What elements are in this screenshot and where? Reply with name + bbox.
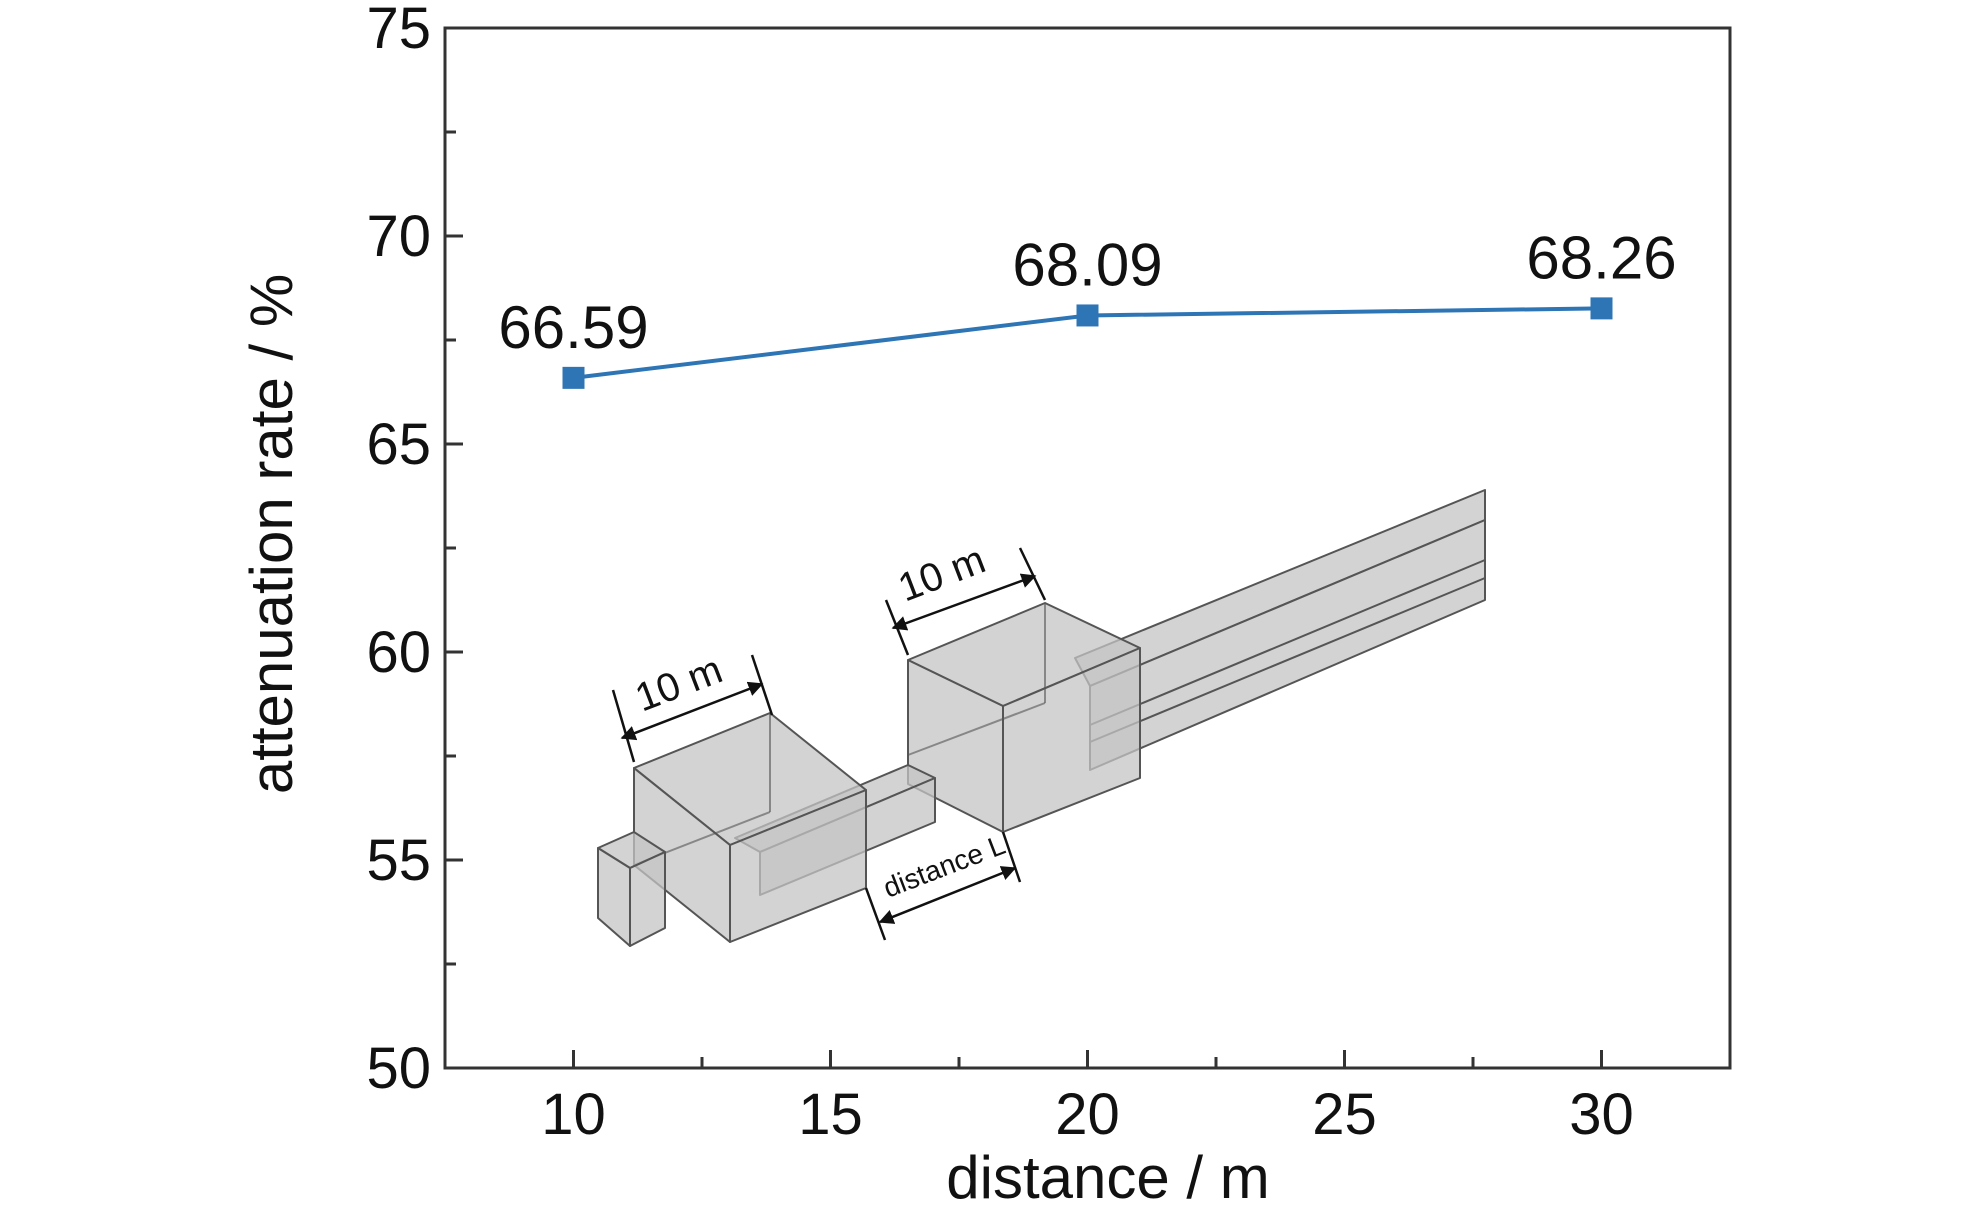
y-tick-label: 65	[366, 412, 431, 477]
inset-dimensions	[611, 547, 1047, 941]
y-tick-label: 70	[366, 204, 431, 269]
y-tick-label: 50	[366, 1036, 431, 1101]
x-tick-label: 10	[541, 1082, 606, 1147]
dim2-arrow	[891, 573, 1037, 631]
x-tick-label: 25	[1312, 1082, 1377, 1147]
series: 66.59 68.09 68.26	[498, 224, 1677, 389]
chamber2-hidden-edge-2	[907, 702, 1046, 756]
data-point-marker	[1076, 304, 1099, 327]
data-label: 66.59	[498, 294, 648, 361]
tunnel-centerline	[1089, 559, 1486, 726]
data-label: 68.09	[1012, 231, 1162, 298]
x-tick-label: 15	[798, 1082, 863, 1147]
dim1-extension-left	[611, 689, 636, 763]
data-point-marker	[562, 366, 585, 389]
dimL-arrow	[878, 866, 1017, 924]
y-tick-label: 75	[366, 0, 431, 61]
tunnel-centerline-2	[1089, 577, 1486, 743]
chamber2-front-face	[1002, 647, 1141, 833]
x-axis-title: distance / m	[946, 1144, 1269, 1211]
dim2-extension-right	[1018, 547, 1047, 601]
y-axis-title: attenuation rate / %	[238, 274, 305, 794]
data-label: 68.26	[1526, 224, 1676, 291]
inset-label-distance-l: distance L	[879, 829, 1009, 904]
y-tick-label: 60	[366, 620, 431, 685]
axes: 10 15 20 25 30 50 55 60 65 70 75	[366, 0, 1732, 1147]
x-tick-label: 20	[1055, 1082, 1120, 1147]
inlet-front-face	[629, 851, 666, 947]
dimL-extension-left	[864, 887, 887, 941]
x-tick-label: 30	[1569, 1082, 1634, 1147]
inset-schematic	[597, 489, 1486, 947]
y-tick-label: 55	[366, 828, 431, 893]
data-point-marker	[1590, 297, 1613, 320]
dim1-arrow	[620, 681, 764, 741]
inset-label-chamber1-width: 10 m	[629, 647, 728, 720]
inset-label-chamber2-width: 10 m	[892, 537, 991, 610]
dimL-extension-right	[1001, 831, 1022, 883]
